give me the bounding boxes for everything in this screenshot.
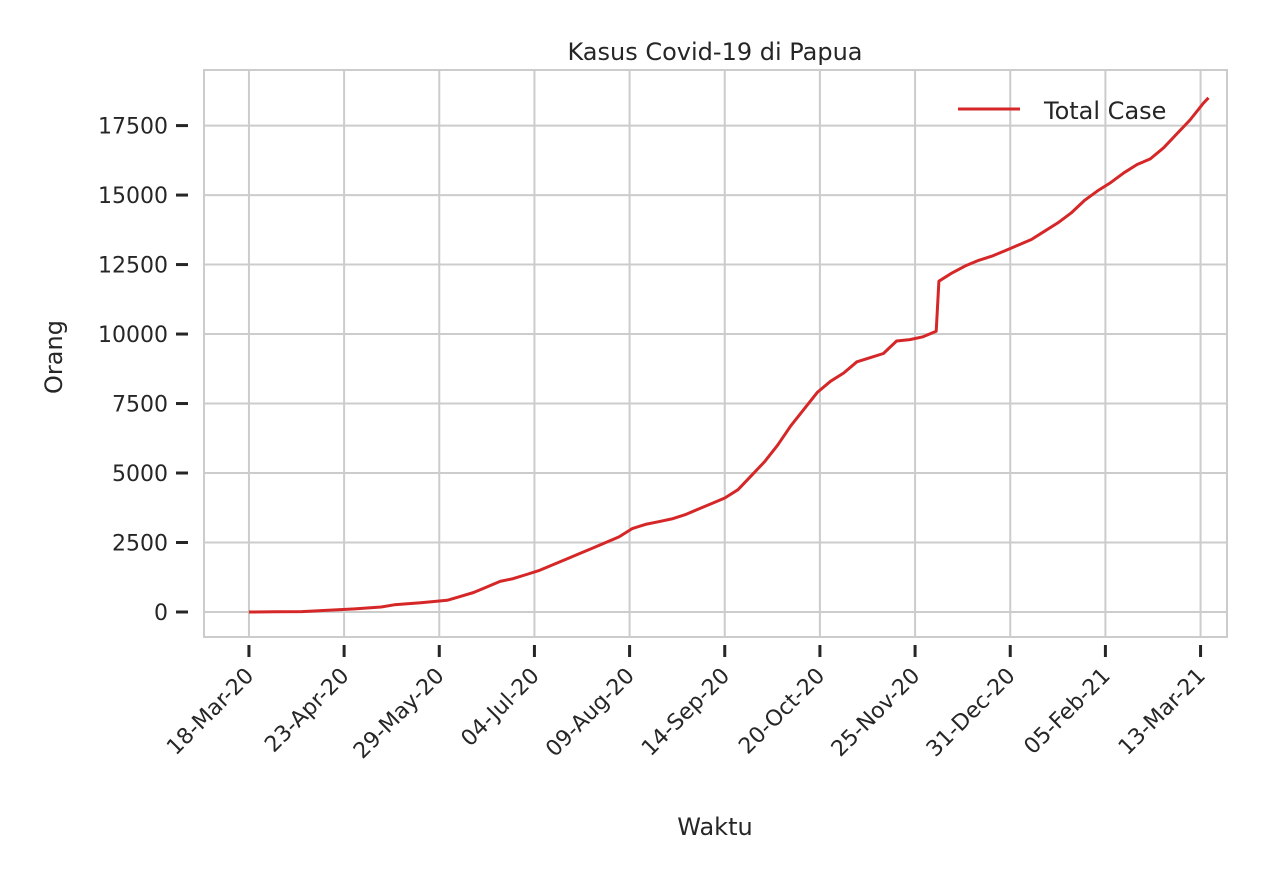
- x-tick-label: 31-Dec-20: [922, 664, 1021, 763]
- plot-frame: [203, 69, 1228, 638]
- y-tick-label: 0: [154, 601, 168, 626]
- y-tick-label: 7500: [112, 393, 168, 418]
- y-tick-label: 2500: [112, 532, 168, 557]
- y-tick-label: 17500: [98, 115, 168, 140]
- y-axis-label: Orang: [40, 320, 68, 394]
- x-tick-label: 18-Mar-20: [162, 664, 259, 761]
- y-axis: 0 2500 5000 7500 10000 12500 15000 17500: [98, 115, 188, 626]
- x-tick-label: 09-Aug-20: [541, 664, 640, 763]
- x-tick-label: 20-Oct-20: [734, 664, 830, 760]
- legend: Total Case: [958, 97, 1166, 125]
- x-tick-label: 04-Jul-20: [457, 664, 545, 752]
- y-tick-label: 10000: [98, 323, 168, 348]
- series-layer: [248, 96, 1210, 614]
- plot-area: [204, 70, 1227, 637]
- x-tick-label: 05-Feb-21: [1020, 664, 1116, 760]
- x-axis-label: Waktu: [677, 813, 752, 841]
- legend-label-total-case: Total Case: [1043, 97, 1166, 125]
- series-line-total-case: [248, 96, 1210, 614]
- x-tick-label: 25-Nov-20: [827, 664, 925, 762]
- x-tick-label: 23-Apr-20: [260, 664, 354, 758]
- x-tick-label: 29-May-20: [349, 664, 449, 764]
- y-tick-label: 12500: [98, 254, 168, 279]
- chart-title: Kasus Covid-19 di Papua: [567, 38, 862, 66]
- grid: [204, 70, 1227, 637]
- x-tick-label: 14-Sep-20: [637, 664, 735, 762]
- x-tick-label: 13-Mar-21: [1114, 664, 1211, 761]
- y-tick-label: 5000: [112, 462, 168, 487]
- y-tick-label: 15000: [98, 184, 168, 209]
